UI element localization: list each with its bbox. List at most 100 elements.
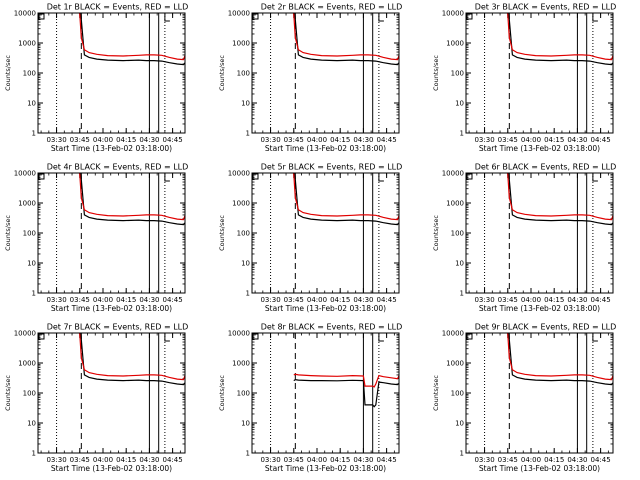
x-tick-label: 04:45: [377, 136, 397, 144]
y-tick-label: 10000: [14, 170, 36, 178]
saa-marker: [164, 334, 170, 342]
y-tick-label: 1: [460, 130, 464, 138]
y-tick-label: 10000: [228, 330, 250, 338]
panel-title: Det 2r BLACK = Events, RED = LLD: [261, 3, 403, 12]
x-tick-label: 03:30: [260, 456, 280, 464]
x-tick-label: 04:00: [93, 296, 113, 304]
y-tick-label: 1: [246, 450, 250, 458]
x-tick-label: 04:45: [163, 456, 183, 464]
x-tick-label: 03:45: [70, 456, 90, 464]
y-tick-label: 100: [23, 230, 36, 238]
x-tick-label: 04:00: [521, 456, 541, 464]
series-events: [508, 173, 613, 226]
saa-marker: [164, 14, 170, 22]
x-tick-label: 04:45: [591, 456, 611, 464]
series-events: [80, 13, 185, 66]
y-tick-label: 1: [460, 290, 464, 298]
x-axis-label: Start Time (13-Feb-02 03:18:00): [265, 304, 386, 313]
series-lld: [506, 333, 613, 381]
corner-marker: [38, 13, 45, 20]
y-axis-label: Counts/sec: [218, 215, 226, 251]
x-tick-label: 04:45: [377, 456, 397, 464]
y-tick-label: 10000: [228, 170, 250, 178]
y-tick-label: 1000: [446, 360, 464, 368]
y-tick-label: 1: [32, 130, 36, 138]
panel-det-3r: Det 3r BLACK = Events, RED = LLD Counts/s…: [432, 3, 617, 154]
x-tick-label: 04:00: [521, 296, 541, 304]
corner-marker: [252, 333, 259, 340]
plot-frame: [251, 12, 400, 134]
y-tick-label: 10: [241, 420, 250, 428]
x-axis-label: Start Time (13-Feb-02 03:18:00): [479, 304, 600, 313]
x-tick-label: 03:30: [46, 136, 66, 144]
x-axis-label: Start Time (13-Feb-02 03:18:00): [479, 464, 600, 473]
x-tick-label: 04:15: [116, 456, 136, 464]
panel-title: Det 8r BLACK = Events, RED = LLD: [261, 323, 403, 332]
x-tick-label: 04:15: [330, 456, 350, 464]
x-tick-label: 04:00: [307, 136, 327, 144]
y-axis-label: Counts/sec: [4, 375, 12, 411]
series-lld: [78, 173, 185, 221]
panel-det-7r: Det 7r BLACK = Events, RED = LLD Counts/s…: [4, 323, 188, 474]
series-events: [80, 173, 185, 226]
corner-marker: [466, 13, 473, 20]
series-lld: [292, 13, 399, 61]
x-tick-label: 03:30: [46, 456, 66, 464]
saa-marker: [592, 174, 598, 182]
x-tick-label: 04:30: [139, 456, 159, 464]
x-tick-label: 03:30: [474, 136, 494, 144]
y-tick-label: 10000: [442, 330, 464, 338]
x-tick-label: 04:15: [544, 136, 564, 144]
y-tick-label: 10000: [14, 330, 36, 338]
x-axis-label: Start Time (13-Feb-02 03:18:00): [479, 144, 600, 153]
x-tick-label: 04:15: [330, 296, 350, 304]
y-tick-label: 10: [27, 420, 36, 428]
x-tick-label: 04:00: [307, 296, 327, 304]
x-tick-label: 03:45: [498, 456, 518, 464]
y-tick-label: 100: [237, 70, 250, 78]
y-axis-label: Counts/sec: [432, 55, 440, 91]
y-tick-label: 10000: [442, 170, 464, 178]
panel-det-1r: Det 1r BLACK = Events, RED = LLD Counts/s…: [4, 3, 189, 154]
x-tick-label: 03:45: [284, 456, 304, 464]
y-axis-label: Counts/sec: [4, 55, 12, 91]
plot-frame: [37, 172, 186, 294]
panel-title: Det 5r BLACK = Events, RED = LLD: [261, 163, 403, 172]
y-tick-label: 10: [455, 420, 464, 428]
panel-title: Det 1r BLACK = Events, RED = LLD: [47, 3, 189, 12]
y-axis-label: Counts/sec: [432, 215, 440, 251]
panel-title: Det 3r BLACK = Events, RED = LLD: [475, 3, 617, 12]
panel-det-8r: Det 8r BLACK = Events, RED = LLD Counts/s…: [218, 323, 402, 474]
series-lld: [293, 373, 399, 388]
x-tick-label: 04:00: [93, 136, 113, 144]
saa-marker: [164, 174, 170, 182]
x-tick-label: 03:45: [284, 136, 304, 144]
x-tick-label: 03:30: [260, 136, 280, 144]
y-axis-label: Counts/sec: [4, 215, 12, 251]
plot-frame: [465, 172, 614, 294]
y-tick-label: 1000: [18, 40, 36, 48]
y-tick-label: 100: [451, 390, 464, 398]
y-tick-label: 1000: [232, 40, 250, 48]
x-tick-label: 04:30: [139, 296, 159, 304]
corner-marker: [466, 173, 473, 180]
x-tick-label: 03:45: [70, 296, 90, 304]
y-tick-label: 1000: [18, 360, 36, 368]
series-events: [508, 13, 613, 66]
y-tick-label: 10: [27, 260, 36, 268]
y-tick-label: 10: [455, 100, 464, 108]
y-tick-label: 1: [246, 290, 250, 298]
plot-frame: [251, 332, 400, 454]
y-tick-label: 1000: [446, 200, 464, 208]
corner-marker: [38, 333, 45, 340]
corner-marker: [252, 13, 259, 20]
panel-det-5r: Det 5r BLACK = Events, RED = LLD Counts/s…: [218, 163, 403, 314]
y-tick-label: 1: [32, 450, 36, 458]
series-lld: [506, 173, 613, 221]
x-tick-label: 04:15: [116, 296, 136, 304]
x-tick-label: 03:30: [260, 296, 280, 304]
x-tick-label: 04:00: [307, 456, 327, 464]
x-tick-label: 04:45: [591, 136, 611, 144]
x-tick-label: 03:30: [474, 296, 494, 304]
